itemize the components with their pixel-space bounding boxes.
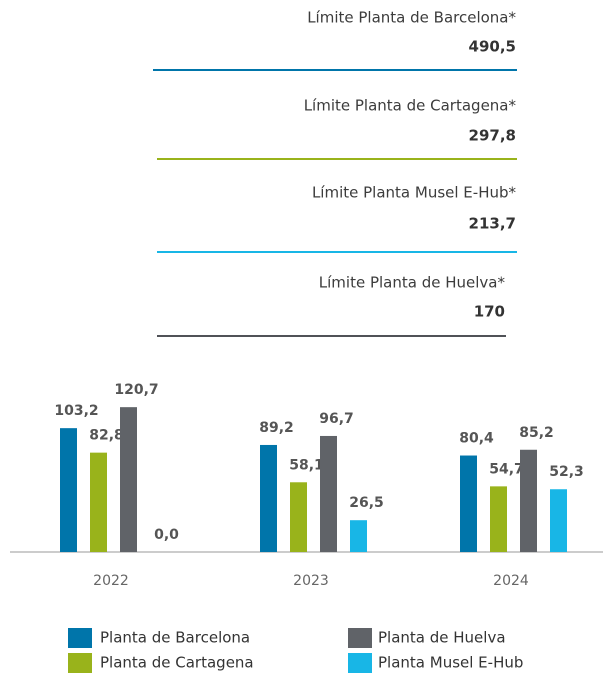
bar	[320, 435, 337, 552]
bar	[60, 428, 77, 552]
value-label: 0,0	[154, 527, 179, 543]
limit-label: Límite Planta de Cartagena*	[304, 97, 517, 115]
value-label: 52,3	[549, 464, 584, 480]
legend-label: Planta de Huelva	[378, 629, 506, 647]
value-label: 85,2	[519, 425, 554, 441]
legend-swatch	[348, 653, 372, 673]
value-label: 103,2	[54, 403, 98, 419]
limit-value: 170	[474, 303, 505, 321]
value-label: 58,1	[289, 457, 324, 473]
value-label: 80,4	[459, 431, 494, 447]
bar	[290, 482, 307, 552]
value-label: 96,7	[319, 411, 354, 427]
bar	[350, 520, 367, 552]
limit-value: 297,8	[469, 127, 516, 145]
limit-label: Límite Planta Musel E-Hub*	[312, 184, 517, 202]
bar	[260, 444, 277, 552]
legend-swatch	[348, 628, 372, 648]
bar	[520, 449, 537, 552]
limit-label: Límite Planta de Barcelona*	[307, 9, 516, 27]
bar	[550, 489, 567, 552]
x-tick-label: 2023	[293, 573, 329, 589]
value-label: 120,7	[114, 382, 158, 398]
value-label: 54,7	[489, 461, 524, 477]
legend-swatch	[68, 628, 92, 648]
bar	[90, 452, 107, 552]
x-tick-label: 2024	[493, 573, 529, 589]
limit-value: 213,7	[469, 215, 516, 233]
legend-label: Planta Musel E-Hub	[378, 654, 523, 672]
legend-label: Planta de Cartagena	[100, 654, 254, 672]
bar	[460, 455, 477, 552]
value-label: 26,5	[349, 495, 384, 511]
limit-label: Límite Planta de Huelva*	[319, 274, 506, 292]
value-label: 89,2	[259, 420, 294, 436]
legend-swatch	[68, 653, 92, 673]
bar	[120, 407, 137, 552]
bar	[490, 486, 507, 552]
legend-label: Planta de Barcelona	[100, 629, 250, 647]
x-tick-label: 2022	[93, 573, 129, 589]
value-label: 82,8	[89, 428, 124, 444]
limit-value: 490,5	[469, 38, 516, 56]
